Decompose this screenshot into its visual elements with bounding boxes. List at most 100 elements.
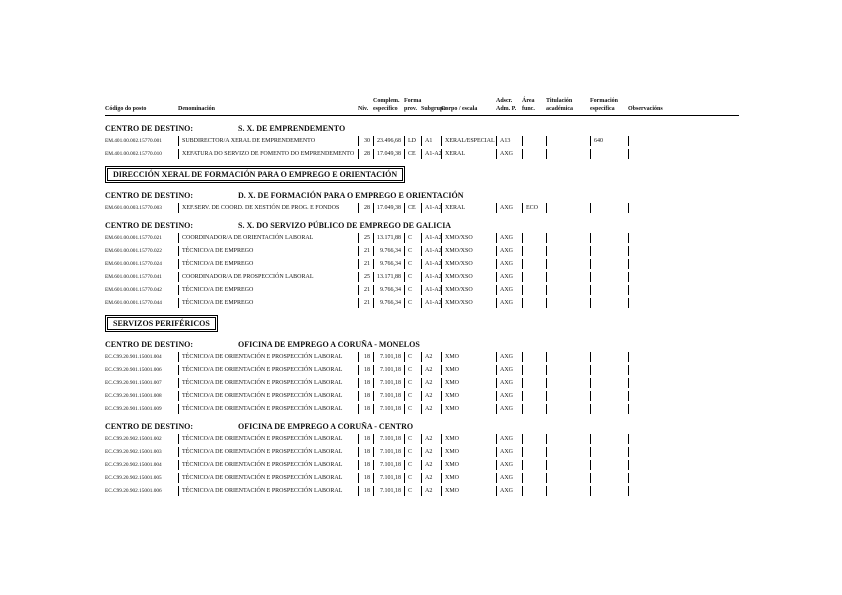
cell-adscr: AXG [496,404,522,414]
column-header-line2: Adm. P. [496,105,517,112]
cell-area [522,391,546,401]
cell-formacion [590,246,628,256]
cell-titulacion [546,365,590,375]
cell-area [522,285,546,295]
column-header-line2: Subgrupo [421,105,447,112]
cell-codigo: EC.C99.20.901.15001.004 [105,354,162,360]
cell-codigo: EC.C99.20.901.15001.006 [105,367,162,373]
cell-denominacion: TÉCNICO/A DE ORIENTACIÓN E PROSPECCIÓN L… [178,378,358,388]
cell-titulacion [546,259,590,269]
cell-complemento: 13.171,88 [373,233,404,243]
cell-adscr: AXG [496,259,522,269]
cell-codigo: EM.601.00.001.15770.044 [105,300,162,306]
cell-subgrupo: A1-A2 [421,298,442,308]
cell-subgrupo: A2 [421,378,441,388]
cell-codigo: EC.C99.20.901.15001.007 [105,380,162,386]
cell-subgrupo: A1-A2 [421,259,442,269]
column-header-corpo-escala: Corpo / escala [441,98,496,113]
cell-observacions [628,391,737,401]
rows-group: EM.601.00.001.15770.021 COORDINADOR/A DE … [105,233,739,308]
table-row: EC.C99.20.901.15001.007 TÉCNICO/A DE ORIE… [105,378,739,388]
cell-adscr: AXG [496,352,522,362]
cell-codigo: EM.601.00.001.15770.024 [105,261,162,267]
cell-denominacion: TÉCNICO/A DE EMPREGO [178,259,358,269]
cell-formacion [590,460,628,470]
cell-titulacion [546,460,590,470]
cell-titulacion [546,391,590,401]
division-title-row: SERVIZOS PERIFÉRICOS [105,313,739,332]
column-header-line2: Código do posto [105,105,147,112]
cell-subgrupo: A2 [421,447,441,457]
cell-corpo: XMO [441,460,496,470]
column-header-line2: Observacións [628,105,663,112]
cell-complemento: 7.101,18 [373,434,404,444]
column-header-line1 [628,98,737,106]
rows-group: EM.401.00.002.15770.001 SUBDIRECTOR/A XER… [105,136,739,159]
cell-niv: 18 [358,434,373,444]
column-header-complemento: Complem. específico [373,98,404,113]
cell-forma: C [404,447,421,457]
cell-niv: 21 [358,285,373,295]
table-row: EM.601.00.001.15770.022 TÉCNICO/A DE EMPR… [105,246,739,256]
cell-codigo: EM.601.00.001.15770.022 [105,248,162,254]
cell-complemento: 7.101,18 [373,447,404,457]
cell-subgrupo: A1-A2 [421,285,442,295]
cell-corpo: XMO/XSO [441,259,496,269]
cell-titulacion [546,285,590,295]
table-row: EM.601.00.001.15770.024 TÉCNICO/A DE EMPR… [105,259,739,269]
cell-denominacion: TÉCNICO/A DE EMPREGO [178,246,358,256]
cell-corpo: XMO/XSO [441,246,496,256]
column-header-adscricion: Adscr. Adm. P. [496,98,522,113]
cell-adscr: AXG [496,272,522,282]
cell-observacions [628,447,737,457]
cell-codigo: EC.C99.20.901.15001.008 [105,393,162,399]
cell-titulacion [546,473,590,483]
column-header-line1: Complem. [373,98,400,104]
cell-formacion [590,149,628,159]
cell-observacions [628,460,737,470]
cell-observacions [628,352,737,362]
column-header-area-funcional: Área func. [522,98,546,113]
column-header-line1: Formación [590,98,618,104]
cell-forma: C [404,259,421,269]
cell-area [522,298,546,308]
cell-niv: 18 [358,378,373,388]
cell-observacions [628,473,737,483]
cell-area [522,136,546,146]
cell-complemento: 23.496,68 [373,136,404,146]
cell-formacion [590,378,628,388]
centro-de-destino-heading: CENTRO DE DESTINO: OFICINA DE EMPREGO A C… [105,340,739,349]
cell-codigo: EC.C99.20.901.15001.009 [105,406,162,412]
cell-denominacion: TÉCNICO/A DE ORIENTACIÓN E PROSPECCIÓN L… [178,447,358,457]
cell-niv: 30 [358,136,373,146]
cell-formacion [590,233,628,243]
cell-adscr: AXG [496,486,522,496]
column-header-line1: Adscr. [496,98,513,104]
centro-de-destino-label: CENTRO DE DESTINO: [105,221,194,230]
centro-de-destino-label: CENTRO DE DESTINO: [105,191,194,200]
cell-complemento: 17.049,38 [373,203,404,213]
cell-niv: 18 [358,486,373,496]
cell-observacions [628,149,737,159]
cell-formacion [590,447,628,457]
cell-titulacion [546,352,590,362]
cell-niv: 25 [358,272,373,282]
cell-niv: 28 [358,149,373,159]
division-title-box: DIRECCIÓN XERAL DE FORMACIÓN PARA O EMPR… [105,166,406,183]
cell-titulacion [546,246,590,256]
cell-corpo: XMO [441,378,496,388]
cell-niv: 18 [358,447,373,457]
table-header: Código do posto Denominación Niv. Comple… [105,98,739,116]
table-row: EC.C99.20.902.15001.003 TÉCNICO/A DE ORIE… [105,447,739,457]
cell-titulacion [546,272,590,282]
column-header-line2: Niv. [358,105,369,112]
table-row: EC.C99.20.902.15001.006 TÉCNICO/A DE ORIE… [105,486,739,496]
cell-adscr: AXG [496,378,522,388]
cell-complemento: 7.101,18 [373,391,404,401]
cell-codigo: EC.C99.20.902.15001.003 [105,449,162,455]
cell-niv: 25 [358,233,373,243]
cell-formacion [590,203,628,213]
table-row: EC.C99.20.902.15001.004 TÉCNICO/A DE ORIE… [105,460,739,470]
cell-codigo: EM.601.00.001.15770.041 [105,274,162,280]
cell-codigo: EM.601.00.003.15770.003 [105,205,162,211]
